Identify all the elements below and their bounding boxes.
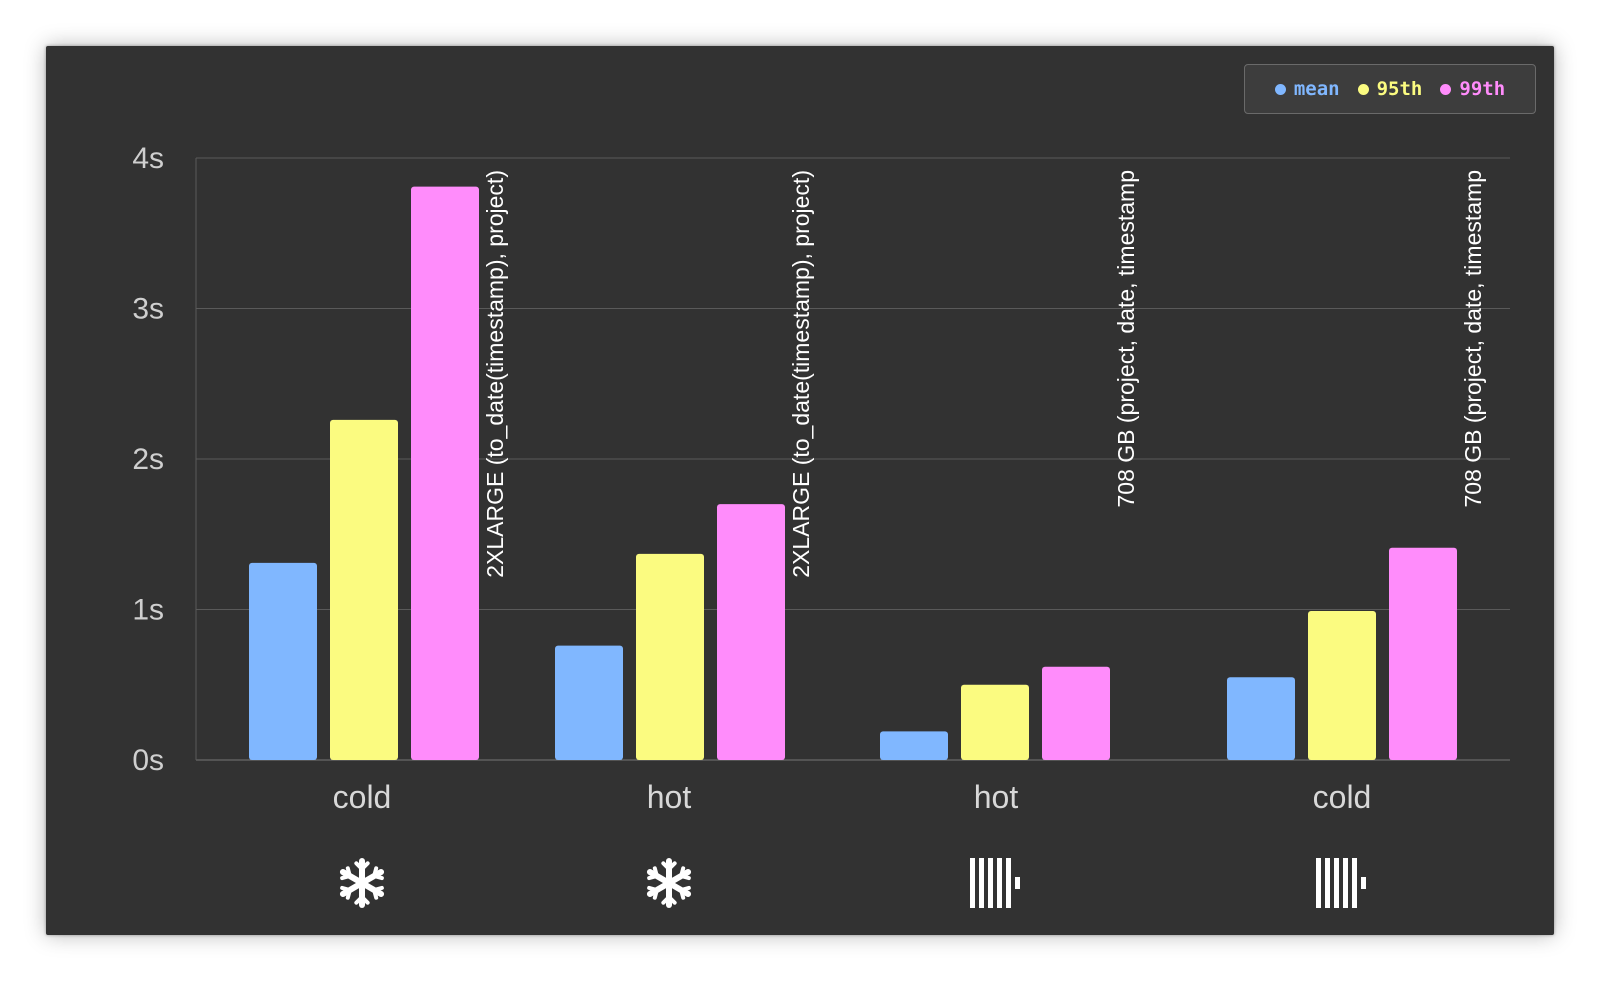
bar-group-annotation: 708 GB (project, date, timestamp bbox=[1460, 170, 1486, 508]
bar-mean bbox=[555, 645, 623, 760]
legend-item-mean: mean bbox=[1274, 78, 1340, 100]
clickhouse-icon bbox=[1316, 858, 1366, 908]
chart-card bbox=[46, 46, 1554, 935]
bar-mean bbox=[880, 731, 948, 760]
y-tick-label: 3s bbox=[132, 293, 164, 326]
legend-label-95th: 95th bbox=[1376, 78, 1423, 100]
bar-mean bbox=[1227, 677, 1295, 760]
bar-99th bbox=[717, 504, 785, 760]
legend-item-99th: 99th bbox=[1440, 78, 1505, 100]
bar-95th bbox=[1308, 611, 1376, 760]
y-tick-label: 2s bbox=[132, 443, 164, 476]
bar-99th bbox=[1042, 666, 1110, 760]
legend-label-99th: 99th bbox=[1459, 78, 1506, 100]
snowflake-icon bbox=[339, 858, 385, 908]
snowflake-icon bbox=[646, 858, 692, 908]
legend-dot-95th bbox=[1357, 83, 1369, 95]
bar-95th bbox=[961, 684, 1029, 760]
y-tick-label: 0s bbox=[132, 744, 164, 777]
legend-dot-mean bbox=[1274, 83, 1286, 95]
bar-95th bbox=[330, 419, 398, 760]
chart-legend: mean 95th 99th bbox=[1244, 64, 1536, 114]
x-category-label: hot bbox=[974, 779, 1019, 815]
bar-group-annotation: 708 GB (project, date, timestamp bbox=[1113, 170, 1139, 508]
bar-99th bbox=[411, 186, 479, 761]
y-tick-label: 1s bbox=[132, 594, 164, 627]
x-category-label: cold bbox=[333, 779, 392, 815]
bar-99th bbox=[1389, 547, 1457, 760]
y-tick-label: 4s bbox=[132, 142, 164, 175]
x-category-label: hot bbox=[647, 779, 692, 815]
bar-group-annotation: 2XLARGE (to_date(timestamp), project) bbox=[482, 170, 508, 578]
bar-95th bbox=[636, 553, 704, 760]
bar-mean bbox=[249, 562, 317, 760]
clickhouse-icon bbox=[970, 858, 1020, 908]
bar-group-annotation: 2XLARGE (to_date(timestamp), project) bbox=[788, 170, 814, 578]
legend-label-mean: mean bbox=[1293, 78, 1340, 100]
legend-dot-99th bbox=[1440, 83, 1452, 95]
legend-item-95th: 95th bbox=[1357, 78, 1423, 100]
x-category-label: cold bbox=[1313, 779, 1372, 815]
